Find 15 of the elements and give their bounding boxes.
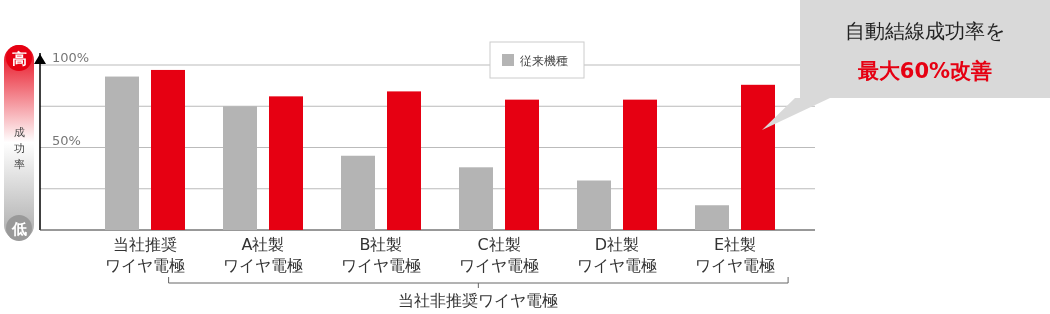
text: 低 <box>10 220 27 238</box>
text: 最大60%改善 <box>856 59 993 83</box>
y-tick-label: 50% <box>52 132 81 148</box>
x-tick-label: A社製ワイヤ電極 <box>222 234 304 276</box>
x-tick-label: 当社推奨ワイヤ電極 <box>104 234 186 276</box>
x-tick-label: C社製ワイヤ電極 <box>458 234 540 276</box>
legend-label: 従来機種 <box>520 54 568 68</box>
text: 自動結線成功率を <box>845 19 1005 43</box>
x-tick-label: E社製ワイヤ電極 <box>694 234 776 276</box>
text: 当社非推奨ワイヤ電極 <box>398 291 559 310</box>
text: 成功率 <box>13 126 25 171</box>
x-tick-label: D社製ワイヤ電極 <box>576 234 658 276</box>
x-tick-label: B社製ワイヤ電極 <box>340 234 422 276</box>
text: 高 <box>11 50 27 68</box>
y-tick-label: 100% <box>52 50 90 65</box>
